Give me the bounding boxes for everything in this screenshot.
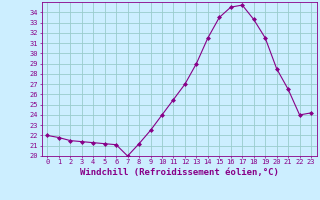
X-axis label: Windchill (Refroidissement éolien,°C): Windchill (Refroidissement éolien,°C) xyxy=(80,168,279,177)
